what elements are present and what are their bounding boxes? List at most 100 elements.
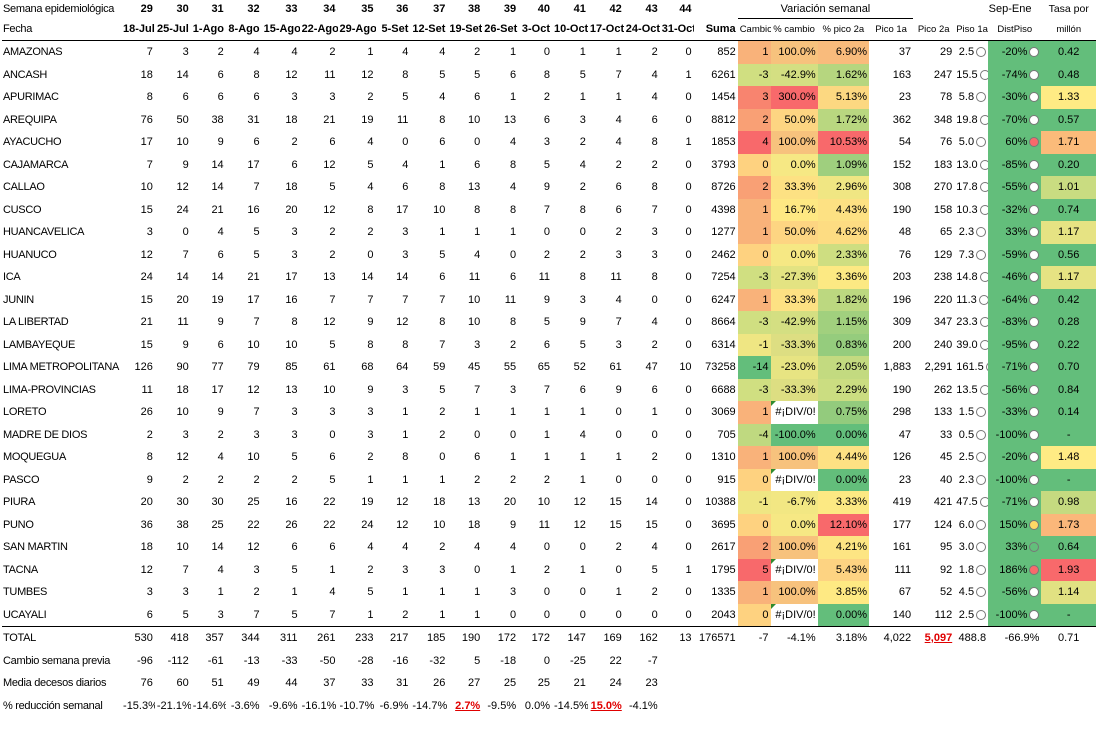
week-value: 0 [543, 226, 550, 238]
week-value: 4 [651, 316, 658, 328]
status-dot-icon [979, 272, 989, 283]
week-value: 9 [367, 316, 374, 328]
week-value: 14 [176, 68, 189, 81]
tasa-value: 0.22 [1041, 333, 1096, 356]
summary-value: 51 [211, 677, 224, 689]
region-name: LORETO [3, 406, 47, 418]
week-value: 10 [247, 338, 260, 351]
week-value: 24 [176, 203, 189, 216]
status-dot-icon [1029, 317, 1040, 328]
distpiso-value: -33% [988, 401, 1042, 424]
summary-value [660, 650, 694, 673]
status-dot-icon [1029, 249, 1040, 260]
week-value: 2 [651, 338, 658, 351]
region-name: ICA [3, 271, 21, 283]
week-value: 7 [615, 316, 622, 328]
week-value: 9 [510, 518, 517, 531]
summary-label: Cambio semana previa [3, 654, 111, 667]
week-value: 3 [291, 91, 298, 103]
distpiso-value: -56% [988, 378, 1042, 401]
week-value: 14 [211, 541, 224, 553]
week-value: 0 [685, 113, 692, 126]
status-dot-icon [978, 294, 989, 305]
region-name: CAJAMARCA [3, 158, 69, 171]
week-value: 2 [217, 46, 224, 58]
week-value: 3 [579, 113, 586, 126]
pico2a-value: 33 [939, 428, 953, 441]
week-value: 9 [543, 293, 550, 306]
table-row: SAN MARTIN 18 10 14 12 6 6 4 4 2 4 4 0 0 2 4 0 2617 2 100.0… [2, 536, 1096, 559]
pct-cambio-value: #¡DIV/0! [770, 468, 818, 491]
week-value: 61 [609, 361, 622, 373]
week-value: 79 [247, 361, 260, 373]
week-value: 0 [685, 181, 692, 193]
week-value: 2 [615, 226, 622, 238]
week-value: 8 [439, 113, 446, 126]
total-week-value: 344 [225, 626, 262, 650]
sep-ene-header: Sep-Ene [988, 3, 1032, 16]
week-value: 10 [433, 518, 446, 531]
week-value: 4 [439, 46, 446, 58]
week-value: 0 [685, 428, 692, 441]
week-date: 17-Oct [587, 18, 624, 41]
tasa-value: - [1041, 468, 1096, 491]
distpiso-value: -70% [988, 108, 1042, 131]
status-dot-icon [979, 182, 989, 193]
pct-cambio-value: -33.3% [770, 333, 818, 356]
week-value: 1 [217, 586, 224, 598]
summary-value: -50 [319, 654, 336, 667]
status-dot-icon [1029, 384, 1040, 395]
suma-value: 3695 [711, 518, 736, 531]
distpiso-value: -85% [988, 153, 1042, 176]
week-value: 6 [253, 136, 260, 148]
week-value: 16 [247, 203, 260, 216]
summary-value: -96 [136, 654, 153, 667]
week-value: 11 [538, 518, 550, 531]
week-value: 4 [615, 293, 622, 306]
suma-value: 1795 [711, 563, 736, 576]
week-value: 6 [474, 158, 481, 171]
week-value: 1 [543, 406, 550, 418]
week-value: 4 [402, 541, 409, 553]
week-value: 3 [367, 428, 374, 441]
pct-pico-value: 2.96% [817, 176, 870, 199]
table-row: LA LIBERTAD 21 11 9 7 8 12 9 12 8 10 8 5 9 7 4 0 8664 -3 -4… [2, 311, 1096, 334]
week-value: 5 [651, 563, 658, 576]
week-value: 11 [177, 316, 189, 328]
status-dot-icon [1029, 294, 1040, 305]
week-value: 3 [543, 136, 550, 148]
week-value: 6 [217, 91, 224, 103]
status-dot-icon [1029, 272, 1040, 283]
week-value: 38 [211, 113, 224, 126]
week-value: 7 [253, 181, 260, 193]
week-value: 4 [651, 91, 658, 103]
summary-value: 33 [361, 677, 374, 689]
suma-value: 6261 [711, 68, 736, 81]
week-value: 0 [651, 293, 658, 306]
week-value: 17 [285, 271, 298, 283]
cambio-value: 1 [737, 288, 771, 311]
week-num: 31 [211, 3, 224, 16]
week-value: 1 [651, 406, 658, 418]
week-value: 12 [396, 518, 409, 531]
tasa-value: 0.14 [1041, 401, 1096, 424]
week-num: 39 [503, 3, 517, 16]
status-dot-icon [979, 114, 989, 125]
week-value: 24 [140, 271, 153, 283]
region-name: HUANUCO [3, 248, 57, 261]
suma-value: 6247 [711, 293, 736, 306]
week-value: 0 [651, 473, 658, 486]
week-value: 9 [217, 406, 224, 418]
pct-pico-value: 4.43% [817, 198, 870, 221]
pct-pico-value: 1.09% [817, 153, 870, 176]
total-pico1a: 4,022 [869, 626, 914, 650]
week-value: 7 [182, 563, 189, 576]
week-value: 13 [467, 181, 481, 193]
tasa-value: - [1041, 423, 1096, 446]
summary-row-media: Media decesos diarios 76 60 51 49 44 37 33 31 26 2… [2, 672, 1096, 695]
week-value: 0 [685, 338, 692, 351]
week-value: 8 [510, 158, 517, 171]
table-row: ICA 24 14 14 21 17 13 14 14 6 11 6 11 8 11 8 0 7254 -3 -27.… [2, 266, 1096, 289]
status-dot-icon [1029, 69, 1040, 80]
week-value: 1 [685, 136, 692, 148]
